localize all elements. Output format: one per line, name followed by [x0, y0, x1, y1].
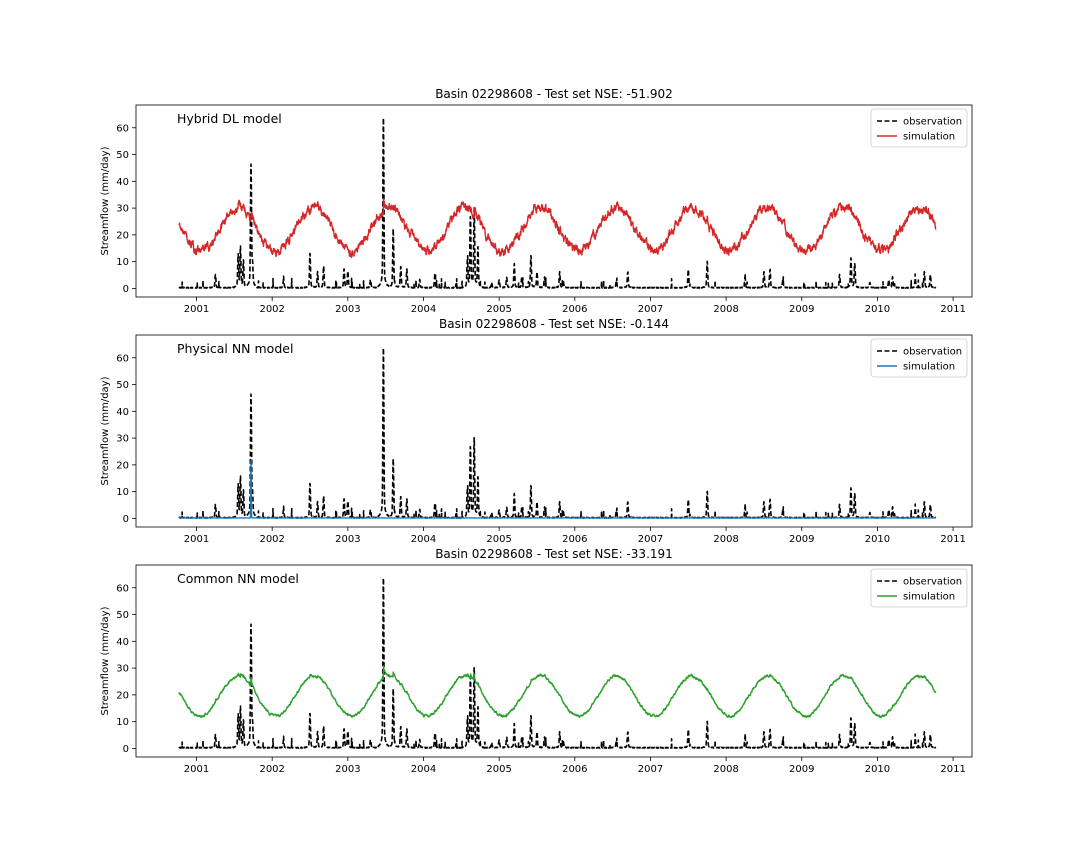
chart-title: Basin 02298608 - Test set NSE: -51.902 — [435, 87, 673, 101]
series-line-simulation — [178, 459, 937, 519]
series-line-observation — [178, 117, 937, 289]
x-tick-label: 2003 — [335, 764, 360, 775]
y-tick-label: 30 — [116, 204, 129, 215]
x-tick-label: 2008 — [713, 764, 738, 775]
x-tick-label: 2008 — [713, 304, 738, 315]
y-tick-label: 60 — [116, 353, 129, 364]
x-tick-label: 2010 — [865, 534, 890, 545]
y-tick-label: 10 — [116, 717, 129, 728]
y-tick-label: 40 — [116, 637, 129, 648]
axes-frame — [135, 334, 973, 528]
y-tick-label: 20 — [116, 690, 129, 701]
x-tick-label: 2006 — [562, 304, 587, 315]
y-axis-label: Streamflow (mm/day) — [100, 146, 111, 255]
plot-area — [178, 577, 937, 749]
y-axis-label: Streamflow (mm/day) — [100, 606, 111, 715]
legend-label-simulation: simulation — [903, 132, 955, 143]
y-axis-label: Streamflow (mm/day) — [100, 376, 111, 485]
series-line-simulation — [178, 665, 937, 719]
legend-label-simulation: simulation — [903, 362, 955, 373]
axes-frame — [135, 564, 973, 758]
legend: observation simulation — [870, 108, 968, 148]
x-tick-label: 2006 — [562, 534, 587, 545]
x-tick-label: 2004 — [411, 304, 436, 315]
x-tick-label: 2004 — [411, 764, 436, 775]
y-tick-label: 30 — [116, 664, 129, 675]
x-tick-label: 2003 — [335, 534, 360, 545]
y-tick-label: 50 — [116, 380, 129, 391]
x-tick-label: 2001 — [184, 534, 209, 545]
legend-box — [870, 568, 968, 608]
y-tick-label: 0 — [123, 744, 129, 755]
y-tick-label: 50 — [116, 150, 129, 161]
y-tick-label: 40 — [116, 177, 129, 188]
x-tick-label: 2002 — [259, 304, 284, 315]
y-tick-label: 10 — [116, 487, 129, 498]
x-tick-label: 2009 — [789, 304, 814, 315]
axes-frame — [135, 104, 973, 298]
model-annotation: Physical NN model — [177, 341, 293, 356]
y-tick-label: 60 — [116, 583, 129, 594]
x-tick-label: 2006 — [562, 764, 587, 775]
legend-label-observation: observation — [903, 117, 962, 128]
x-tick-label: 2001 — [184, 304, 209, 315]
x-tick-label: 2007 — [638, 304, 663, 315]
x-tick-label: 2007 — [638, 764, 663, 775]
y-tick-label: 40 — [116, 407, 129, 418]
chart-panel-1: Basin 02298608 - Test set NSE: -51.902 St… — [100, 87, 973, 315]
x-tick-label: 2005 — [486, 764, 511, 775]
chart-title: Basin 02298608 - Test set NSE: -0.144 — [439, 317, 669, 331]
x-tick-label: 2005 — [486, 534, 511, 545]
legend: observation simulation — [870, 338, 968, 378]
x-tick-label: 2007 — [638, 534, 663, 545]
plot-area — [178, 347, 937, 519]
y-tick-label: 0 — [123, 284, 129, 295]
x-tick-label: 2005 — [486, 304, 511, 315]
x-tick-label: 2010 — [865, 764, 890, 775]
legend-label-simulation: simulation — [903, 592, 955, 603]
y-tick-label: 60 — [116, 123, 129, 134]
x-tick-label: 2009 — [789, 764, 814, 775]
legend: observation simulation — [870, 568, 968, 608]
chart-panel-2: Basin 02298608 - Test set NSE: -0.144 Str… — [100, 317, 973, 545]
x-tick-label: 2011 — [940, 304, 965, 315]
series-line-simulation — [178, 198, 937, 259]
x-tick-label: 2011 — [940, 764, 965, 775]
x-tick-label: 2001 — [184, 764, 209, 775]
legend-label-observation: observation — [903, 577, 962, 588]
y-tick-label: 20 — [116, 230, 129, 241]
x-tick-label: 2003 — [335, 304, 360, 315]
plot-area — [178, 117, 937, 289]
series-line-observation — [178, 577, 937, 749]
model-annotation: Common NN model — [177, 571, 299, 586]
x-tick-label: 2002 — [259, 534, 284, 545]
legend-label-observation: observation — [903, 347, 962, 358]
series-line-observation — [178, 347, 937, 519]
x-tick-label: 2009 — [789, 534, 814, 545]
model-annotation: Hybrid DL model — [177, 111, 282, 126]
legend-box — [870, 338, 968, 378]
x-tick-label: 2011 — [940, 534, 965, 545]
y-tick-label: 10 — [116, 257, 129, 268]
y-tick-label: 0 — [123, 514, 129, 525]
y-tick-label: 50 — [116, 610, 129, 621]
x-tick-label: 2004 — [411, 534, 436, 545]
x-tick-label: 2008 — [713, 534, 738, 545]
legend-box — [870, 108, 968, 148]
chart-panel-3: Basin 02298608 - Test set NSE: -33.191 St… — [100, 547, 973, 775]
x-tick-label: 2010 — [865, 304, 890, 315]
y-tick-label: 30 — [116, 434, 129, 445]
y-tick-label: 20 — [116, 460, 129, 471]
chart-title: Basin 02298608 - Test set NSE: -33.191 — [435, 547, 673, 561]
x-tick-label: 2002 — [259, 764, 284, 775]
